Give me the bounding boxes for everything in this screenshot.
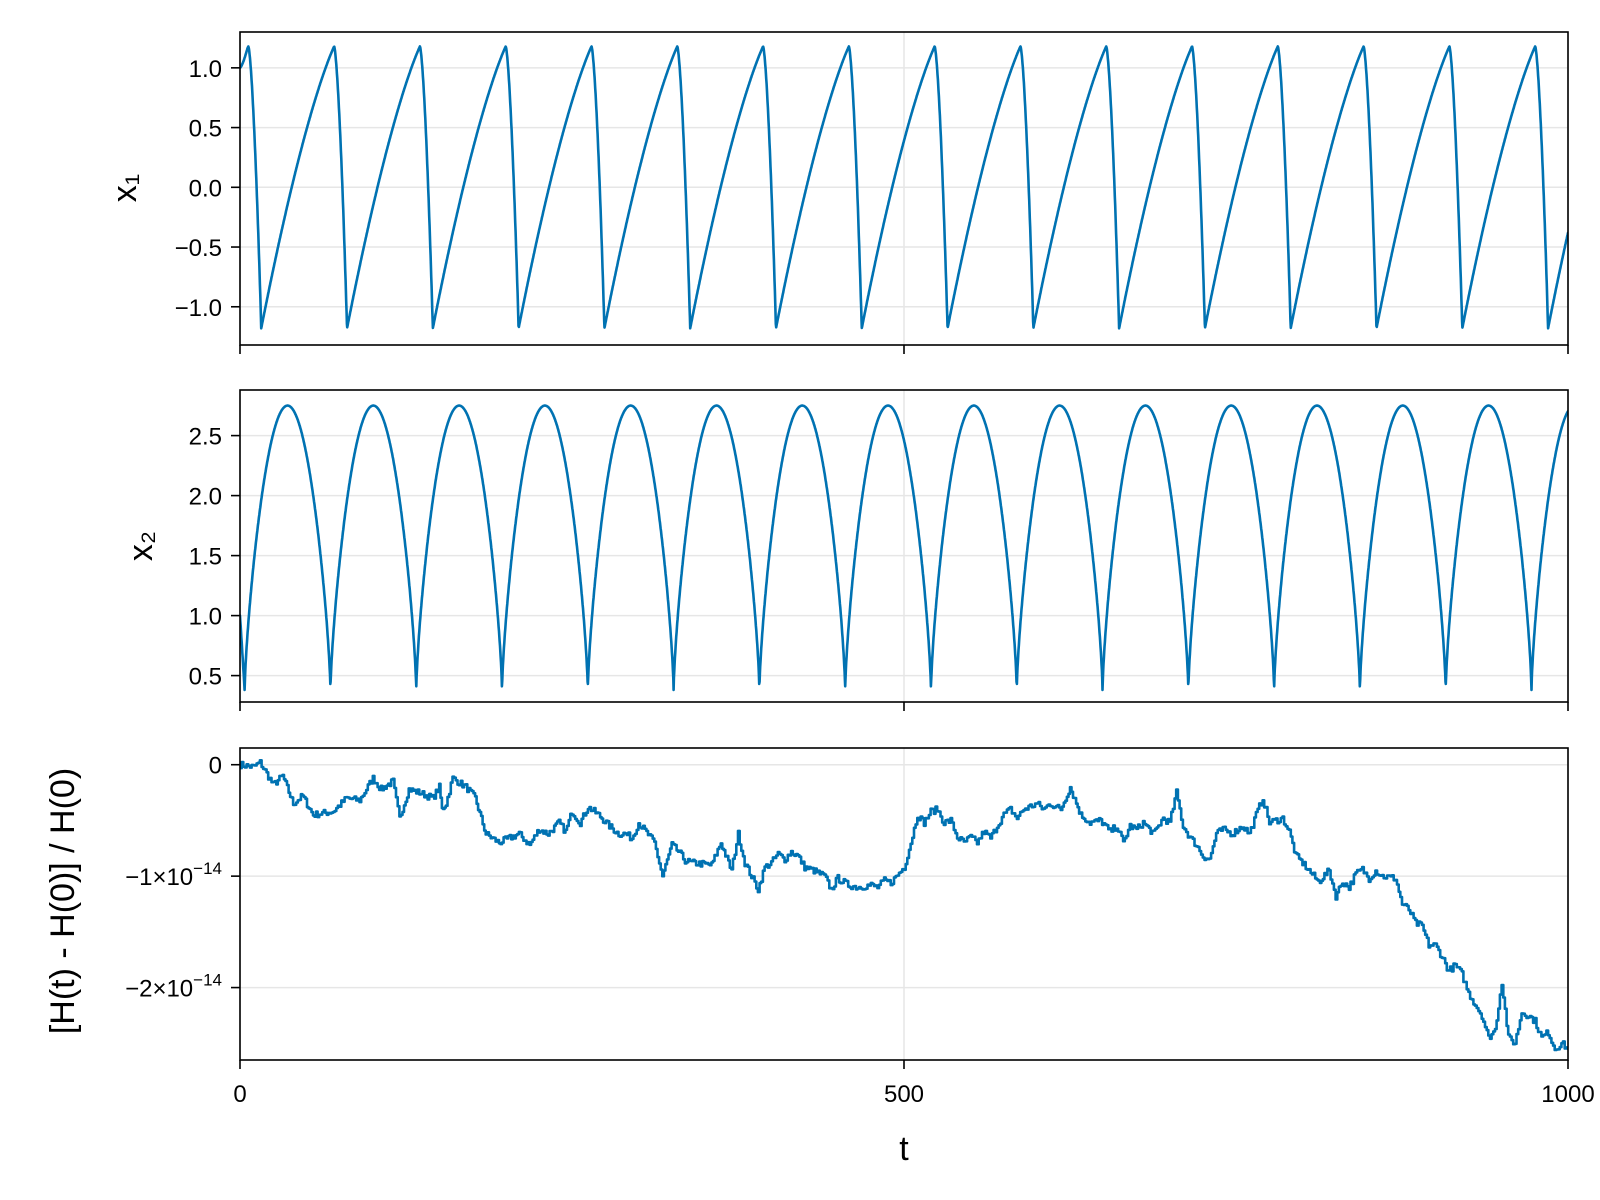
series-line <box>240 759 1568 1052</box>
y-tick-label: −0.5 <box>175 235 222 262</box>
xlabel-t: t <box>899 1130 909 1168</box>
series-line <box>240 404 1568 692</box>
ylabel-x1: x₁ <box>106 174 144 202</box>
panel-energy-error: [H(t) - H(0)] / H(0) t 0 500 1000 0 −1×10−14… <box>44 747 1595 1168</box>
x-tick-label: 0 <box>233 1081 246 1108</box>
y-tick-label: −1.0 <box>175 295 222 322</box>
y-tick-label: 0.5 <box>189 664 222 691</box>
x-tick-label: 500 <box>884 1081 924 1108</box>
y-tick-label: 2.5 <box>189 424 222 451</box>
y-tick-label: 2.0 <box>189 484 222 511</box>
y-tick-label: 0.0 <box>189 175 222 202</box>
ylabel-x2: x₂ <box>122 531 160 561</box>
x-tick-label: 1000 <box>1541 1081 1594 1108</box>
y-tick-label: 1.0 <box>189 56 222 83</box>
y-tick-label: 0.5 <box>189 116 222 143</box>
ylabel-energy-error: [H(t) - H(0)] / H(0) <box>44 768 82 1034</box>
y-tick-label: 1.0 <box>189 604 222 631</box>
y-tick-label: −2×10−14 <box>125 971 222 1003</box>
y-tick-label: 1.5 <box>189 544 222 571</box>
panel-x2: x₂ 2.5 2.0 1.5 1.0 0.5 <box>122 389 1569 711</box>
series-line <box>240 45 1568 330</box>
y-tick-label: −1×10−14 <box>125 859 222 891</box>
panel-x1: x₁ 1.0 0.5 0.0 −0.5 −1.0 <box>106 31 1569 354</box>
y-tick-label: 0 <box>209 753 222 780</box>
